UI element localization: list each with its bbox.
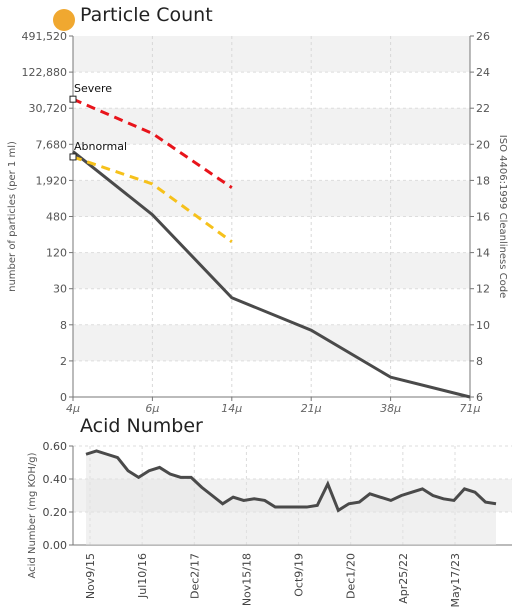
- y2-tick-label: 18: [476, 174, 490, 187]
- x-tick-label: 4μ: [66, 402, 80, 415]
- y-tick-label: 8: [60, 319, 67, 332]
- plot-band: [73, 72, 470, 109]
- y2-tick-label: 10: [476, 319, 490, 332]
- y-tick-label: 2: [60, 355, 67, 368]
- annotation-marker-severe: [69, 95, 77, 103]
- y-tick-label: 122,880: [22, 66, 68, 79]
- y-axis-title: Acid Number (mg KOH/g): [27, 452, 38, 578]
- acid-number-area: [86, 450, 496, 545]
- particle-count-chart: 0 2 8 30 120 480 1,920 7,680 30,720 122,880 491,52…: [7, 30, 508, 415]
- y2-tick-label: 16: [476, 211, 490, 224]
- annotation-marker-abnormal: [69, 153, 77, 161]
- y2-tick-label: 14: [476, 247, 490, 260]
- x-tick-label: Oct9/19: [293, 553, 306, 597]
- plot-band: [73, 36, 470, 73]
- y-tick-label: 0.60: [43, 440, 68, 453]
- series-line-particle-count: [72, 150, 471, 399]
- y-tick-label: 30,720: [29, 102, 68, 115]
- y-tick-label: 0: [60, 391, 67, 404]
- y2-tick-label: 12: [476, 283, 490, 296]
- y-tick-label: 30: [53, 283, 67, 296]
- annotation-label-abnormal: Abnormal: [74, 140, 127, 153]
- particle-count-title: Particle Count: [80, 4, 213, 26]
- y-tick-label: 7,680: [36, 138, 68, 151]
- x-tick-label: Dec2/17: [188, 553, 201, 599]
- plot-band: [73, 446, 512, 479]
- particle-count-legend-dot: [53, 9, 75, 31]
- plot-band: [73, 216, 470, 253]
- acid-number-chart: 0.00 0.20 0.40 0.60 Nov9/15 Jul10/16 Dec2/17 No…: [27, 440, 512, 607]
- y-tick-label: 1,920: [36, 174, 68, 187]
- plot-band: [73, 324, 470, 361]
- x-tick-label: 38μ: [380, 402, 401, 415]
- x-tick-label: 14μ: [221, 402, 242, 415]
- plot-band: [73, 360, 470, 397]
- x-tick-label: Dec1/20: [345, 553, 358, 599]
- x-tick-label: 6μ: [145, 402, 159, 415]
- y-tick-label: 120: [46, 247, 67, 260]
- y2-tick-label: 26: [476, 30, 490, 43]
- plot-band: [73, 288, 470, 325]
- acid-number-line: [85, 449, 497, 513]
- annotation-label-severe: Severe: [74, 82, 112, 95]
- y-tick-label: 0.20: [43, 506, 68, 519]
- y-tick-label: 480: [46, 211, 67, 224]
- y2-tick-label: 24: [476, 66, 490, 79]
- plot-band: [73, 144, 470, 181]
- y2-tick-label: 8: [476, 355, 483, 368]
- y2-tick-label: 6: [476, 391, 483, 404]
- y-tick-label: 0.00: [43, 539, 68, 552]
- plot-band: [73, 252, 470, 289]
- x-tick-label: Nov9/15: [84, 553, 97, 599]
- x-tick-label: Apr25/22: [397, 553, 410, 604]
- y2-axis-title: ISO 4406:1999 Cleanliness Code: [497, 135, 508, 298]
- x-tick-label: 71μ: [460, 402, 481, 415]
- y2-tick-label: 22: [476, 102, 490, 115]
- x-tick-label: May17/23: [449, 553, 462, 607]
- plot-band: [73, 180, 470, 217]
- x-tick-label: Jul10/16: [136, 553, 149, 599]
- y2-tick-label: 20: [476, 138, 490, 151]
- y-tick-label: 491,520: [22, 30, 68, 43]
- x-tick-label: 21μ: [301, 402, 322, 415]
- plot-band: [73, 108, 470, 145]
- series-line-severe: [72, 97, 233, 189]
- y-axis-title: number of particles (per 1 ml): [7, 141, 18, 292]
- series-line-abnormal: [72, 155, 233, 243]
- acid-number-title: Acid Number: [80, 415, 203, 437]
- y-tick-label: 0.40: [43, 473, 68, 486]
- x-tick-label: Nov15/18: [240, 553, 253, 606]
